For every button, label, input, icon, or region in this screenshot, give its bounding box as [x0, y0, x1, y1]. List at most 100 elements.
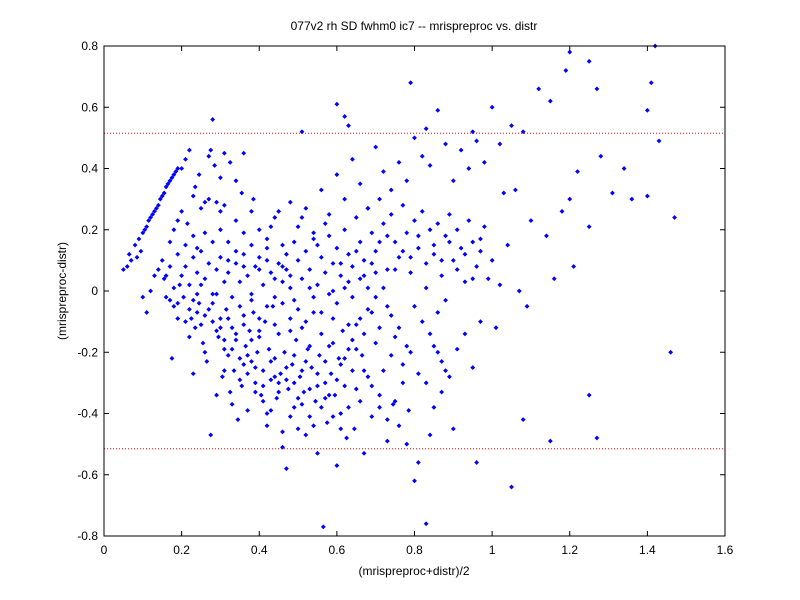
y-tick-label: -0.8	[77, 529, 98, 543]
data-point	[198, 248, 204, 254]
data-point	[328, 371, 334, 377]
data-point	[443, 297, 449, 303]
data-point	[563, 68, 569, 73]
data-point	[210, 117, 216, 122]
data-point	[330, 288, 336, 294]
data-point	[594, 435, 600, 441]
data-point	[326, 392, 332, 398]
data-point	[408, 254, 414, 260]
data-point	[144, 309, 150, 315]
data-point	[322, 270, 328, 276]
data-point	[278, 371, 284, 377]
data-point	[291, 380, 297, 386]
data-point	[181, 294, 187, 300]
data-point	[167, 239, 173, 245]
data-point	[245, 371, 251, 377]
data-point	[179, 166, 185, 171]
chart-title: 077v2 rh SD fwhm0 ic7 -- mrispreproc vs.…	[291, 19, 538, 33]
data-point	[237, 355, 243, 361]
data-point	[262, 319, 268, 325]
data-point	[318, 187, 324, 193]
data-point	[377, 404, 383, 410]
data-point	[175, 251, 181, 257]
x-tick-label: 0.4	[251, 543, 268, 557]
data-point	[567, 49, 573, 55]
data-point	[148, 288, 154, 294]
data-point	[435, 309, 441, 315]
data-point	[388, 211, 394, 217]
data-point	[346, 123, 352, 129]
data-point	[439, 257, 445, 263]
data-point	[264, 411, 270, 416]
data-point	[196, 172, 202, 178]
data-point	[330, 316, 336, 322]
data-point	[212, 162, 218, 168]
data-point	[454, 267, 460, 273]
data-point	[287, 199, 293, 205]
data-point	[334, 377, 340, 383]
data-point	[446, 374, 452, 380]
data-point	[477, 248, 483, 254]
data-point	[299, 215, 305, 220]
data-point	[377, 196, 383, 202]
data-point	[202, 313, 208, 318]
data-point	[120, 267, 126, 273]
data-point	[283, 466, 289, 472]
data-point	[400, 248, 406, 254]
data-point	[150, 211, 155, 217]
data-point	[190, 254, 196, 260]
data-point	[474, 264, 480, 269]
data-point	[299, 129, 305, 135]
data-point	[299, 401, 305, 407]
data-point	[202, 230, 208, 236]
data-point	[466, 166, 472, 171]
data-point	[299, 368, 305, 374]
data-point	[283, 251, 289, 257]
data-point	[171, 172, 177, 178]
data-point	[373, 270, 379, 276]
data-point	[466, 218, 472, 224]
data-point	[361, 450, 367, 456]
data-point	[450, 257, 456, 263]
data-point	[175, 300, 181, 306]
data-point	[322, 358, 328, 364]
data-point	[260, 398, 266, 404]
data-point	[326, 343, 332, 349]
data-point	[427, 162, 433, 168]
data-point	[276, 331, 282, 337]
data-point	[656, 138, 662, 144]
data-point	[439, 273, 445, 279]
data-point	[318, 331, 324, 337]
data-point	[307, 414, 313, 420]
data-point	[342, 113, 348, 119]
data-point	[204, 358, 210, 364]
data-point	[272, 374, 278, 380]
data-point	[443, 368, 449, 374]
data-point	[316, 352, 322, 358]
data-point	[268, 377, 274, 383]
data-point	[412, 135, 417, 141]
data-point	[186, 334, 192, 340]
data-point	[384, 233, 390, 239]
data-point	[276, 380, 282, 386]
data-point	[146, 218, 152, 224]
data-point	[287, 316, 293, 322]
data-point	[214, 291, 220, 297]
data-point	[365, 285, 371, 291]
data-point	[342, 196, 348, 202]
data-point	[388, 313, 394, 318]
data-point	[159, 257, 165, 263]
data-point	[177, 282, 183, 288]
data-point	[377, 239, 383, 245]
data-point	[210, 319, 216, 325]
data-point	[353, 248, 359, 254]
data-point	[280, 264, 286, 269]
data-point	[250, 196, 256, 202]
data-point	[571, 264, 577, 269]
data-point	[221, 368, 227, 374]
data-point	[210, 291, 216, 297]
data-point	[450, 178, 456, 184]
data-point	[186, 147, 192, 153]
data-point	[307, 267, 313, 273]
data-point	[258, 392, 264, 398]
